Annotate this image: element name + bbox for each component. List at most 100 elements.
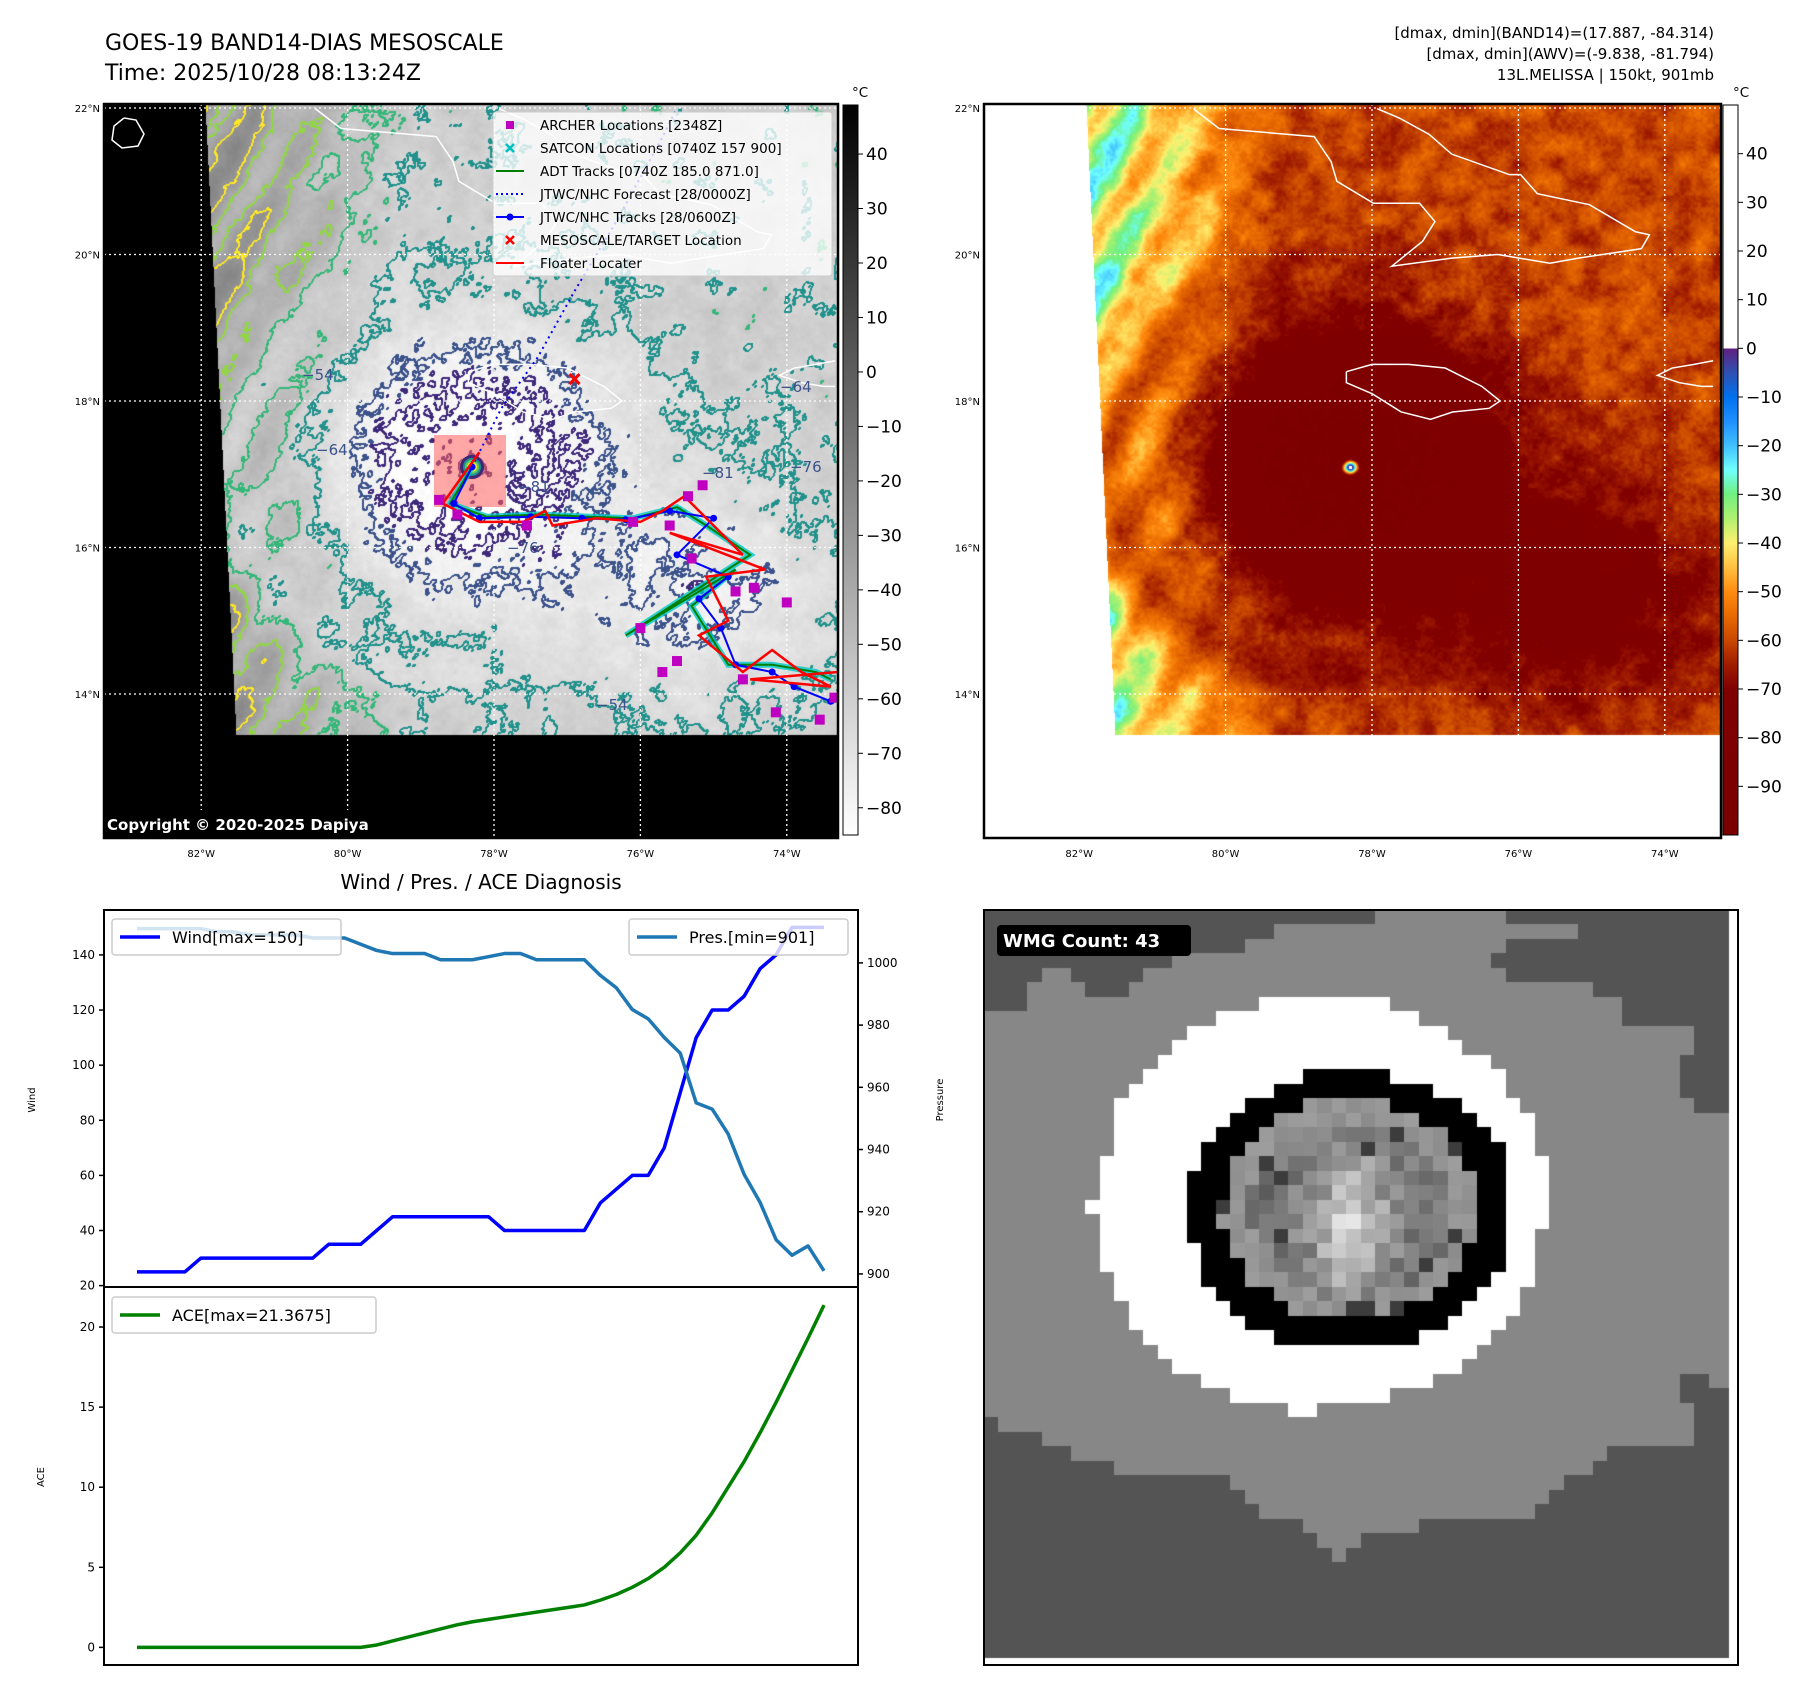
colorbar-tick-label: 20 (866, 254, 888, 274)
right-map-overlay: 82°W 80°W 78°W 76°W 74°W 22°N 20°N 18°N 16°N 14°N (955, 102, 1723, 860)
colorbar-tick-label: 30 (1746, 193, 1768, 213)
axis-tick-label: 5 (87, 1560, 95, 1574)
colorbar-tick-label: −60 (1746, 631, 1782, 651)
contour-label: −81 (518, 478, 550, 496)
archer-location-marker (781, 597, 792, 608)
right-map-info-band14: [dmax, dmin](BAND14)=(17.887, -84.314) (1394, 24, 1714, 42)
longitude-label: 80°W (334, 849, 362, 860)
legend-item: ARCHER Locations [2348Z] (506, 118, 722, 134)
ace-series-line (137, 1304, 826, 1650)
axis-tick-label: 40 (80, 1224, 95, 1238)
axis-tick-label: 10 (80, 1480, 95, 1494)
square-marker-icon (506, 121, 514, 129)
map-frame (982, 102, 1723, 840)
right-map-info-storm: 13L.MELISSA | 150kt, 901mb (1497, 66, 1714, 84)
contour-label: −64 (780, 378, 812, 396)
right-colorbar-unit: °C (1733, 85, 1749, 101)
colorbar-tick-label: 40 (1746, 145, 1768, 165)
jtwc-track (452, 466, 832, 703)
axis-tick-label: 20 (80, 1279, 95, 1293)
coastline (777, 359, 836, 388)
legend-item: Floater Locater (496, 256, 642, 272)
archer-location-marker (730, 586, 741, 597)
archer-location-marker (697, 480, 708, 491)
coastline (1345, 363, 1502, 421)
legend-item: JTWC/NHC Forecast [28/0000Z] (496, 187, 751, 203)
axis-tick-label: 980 (867, 1018, 890, 1032)
axis-tick-label: 940 (867, 1143, 890, 1157)
jtwc-track-point (450, 500, 458, 508)
axis-label: Pressure (935, 1079, 946, 1122)
colorbar-tick-label: 30 (866, 200, 888, 220)
ir-color-enhanced-image (984, 105, 1721, 836)
legend-box (492, 111, 833, 277)
archer-location-marker (737, 674, 748, 685)
axis-tick-label: 120 (72, 1003, 95, 1017)
contour-label: −81 (702, 464, 734, 482)
jtwc-track-point (710, 514, 718, 522)
legend-label: ACE[max=21.3675] (172, 1306, 331, 1325)
copyright-box (104, 810, 415, 836)
latitude-label: 14°N (75, 690, 100, 701)
colorbar-tick-label: 20 (1746, 242, 1768, 262)
wmg-count-label: WMG Count: 43 (1003, 931, 1160, 952)
target-location-marker (568, 372, 581, 386)
archer-location-marker (814, 714, 825, 725)
jtwc-track-point (790, 683, 798, 691)
copyright-text: Copyright © 2020-2025 Dapiya (107, 816, 369, 834)
legend-label: Pres.[min=901] (689, 928, 814, 947)
contour-label: −54 (596, 696, 628, 714)
latitude-label: 22°N (955, 104, 980, 115)
jtwc-track-point (673, 551, 681, 559)
longitude-label: 80°W (1212, 849, 1240, 860)
legend-label: MESOSCALE/TARGET Location (540, 233, 742, 249)
legend-box (628, 918, 849, 956)
latitude-label: 16°N (955, 544, 980, 555)
latitude-label: 20°N (955, 251, 980, 262)
contour-label: −76 (790, 458, 822, 476)
latitude-label: 20°N (75, 251, 100, 262)
archer-location-marker (521, 520, 532, 531)
wmg-panel-frame (983, 909, 1739, 1666)
jtwc-track-point (768, 668, 776, 676)
latitude-label: 14°N (955, 690, 980, 701)
legend-item: SATCON Locations [0740Z 157 900] (505, 141, 782, 157)
latitude-label: 22°N (75, 104, 100, 115)
satcon-track-halo (445, 465, 833, 683)
wind-pressure-ace-chart: 20 40 60 80 100 120 140 900 920 940 960 980 1000 0 5 10… (27, 909, 946, 1666)
legend-label: ARCHER Locations [2348Z] (540, 118, 722, 134)
axis-tick-label: 0 (87, 1640, 95, 1654)
axis-label: Wind (27, 1087, 38, 1112)
pressure-legend: Pres.[min=901] (628, 918, 849, 956)
wind-pressure-axes (104, 910, 858, 1287)
map-frame (102, 102, 840, 840)
legend-label: SATCON Locations [0740Z 157 900] (540, 141, 782, 157)
jtwc-track-point (666, 507, 674, 515)
latitude-label: 18°N (75, 397, 100, 408)
left-colorbar-unit: °C (852, 85, 868, 101)
colorbar-tick-label: −10 (1746, 388, 1782, 408)
colorbar-tick-label: −80 (866, 799, 902, 819)
colorbar-tick-label: −20 (1746, 437, 1782, 457)
colorbar-tick-label: −30 (1746, 485, 1782, 505)
legend-label: Floater Locater (540, 256, 642, 272)
archer-location-marker (672, 656, 682, 667)
colorbar-tick-label: −60 (866, 690, 902, 710)
longitude-label: 82°W (187, 849, 215, 860)
x-marker-icon (505, 235, 515, 245)
archer-location-marker (682, 491, 693, 502)
archer-location-marker (452, 509, 463, 520)
colorbar-tick-label: 10 (866, 308, 888, 328)
left-map-overlay: −54 −64 −76 −81 −64 −76 −81 −54 82°W 80°W 78°W 76°W… (75, 102, 840, 860)
colorbar-tick-label: −30 (866, 526, 902, 546)
longitude-label: 74°W (773, 849, 801, 860)
colorbar-tick-label: 0 (866, 363, 877, 383)
floater-track (440, 451, 838, 688)
archer-location-marker (829, 692, 838, 703)
wind-legend: Wind[max=150] (111, 918, 342, 956)
archer-location-marker (628, 516, 639, 527)
coastline (1655, 359, 1714, 388)
axis-tick-label: 960 (867, 1080, 890, 1094)
axis-tick-label: 140 (72, 948, 95, 962)
